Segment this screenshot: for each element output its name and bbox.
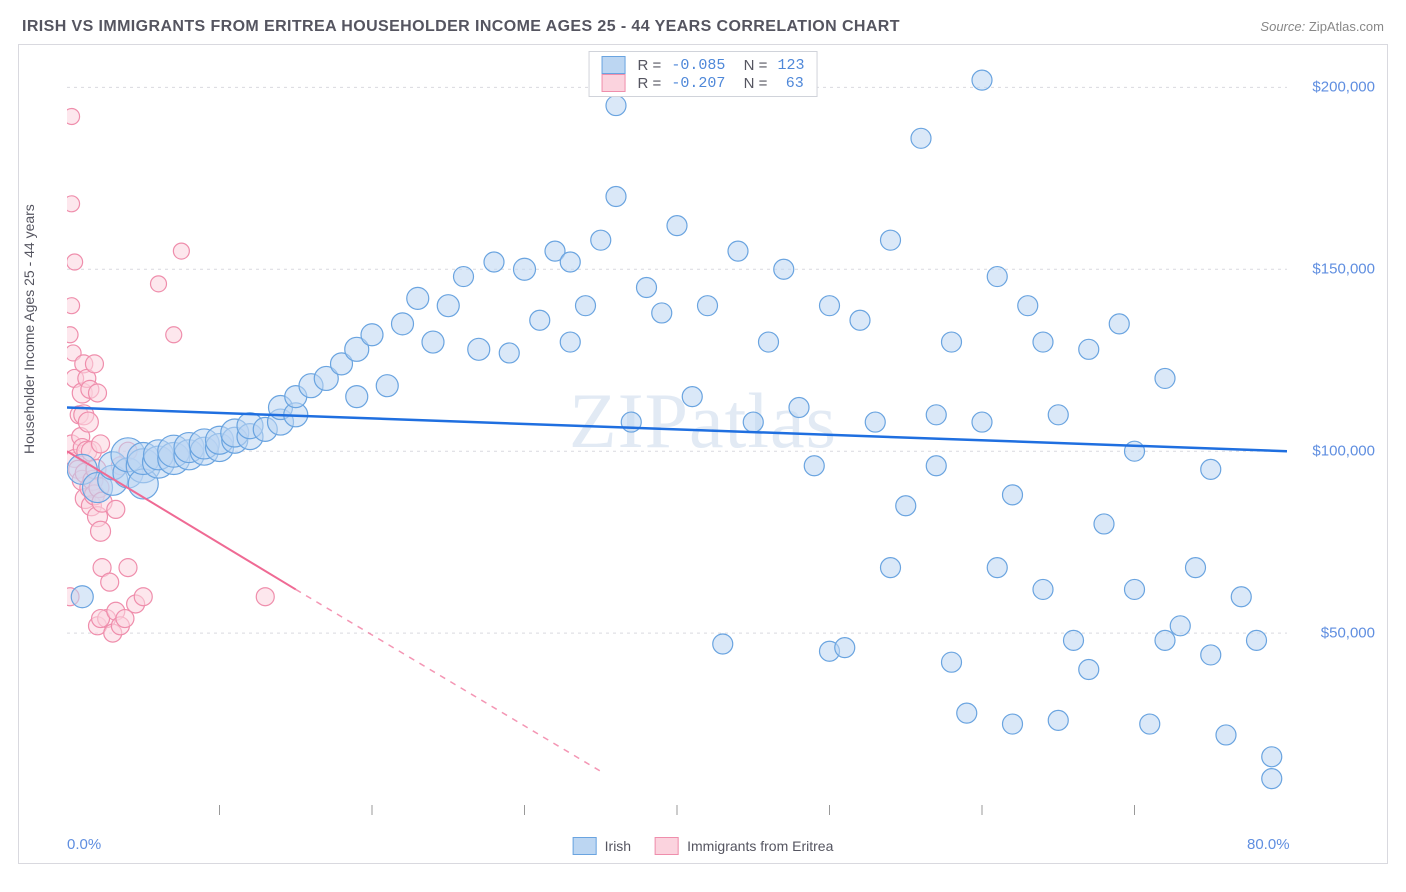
stat-r-blue: -0.085 <box>671 57 725 74</box>
y-tick-label: $50,000 <box>1321 625 1375 642</box>
chart-title: IRISH VS IMMIGRANTS FROM ERITREA HOUSEHO… <box>22 18 900 36</box>
stats-legend: R = -0.085 N = 123 R = -0.207 N = 63 <box>589 51 818 97</box>
stat-n-blue: 123 <box>777 57 804 74</box>
source-label: Source: <box>1260 19 1305 34</box>
source-value: ZipAtlas.com <box>1309 19 1384 34</box>
plot <box>67 51 1287 815</box>
legend-label-pink: Immigrants from Eritrea <box>687 838 833 854</box>
bottom-legend: Irish Immigrants from Eritrea <box>573 837 834 855</box>
source: Source: ZipAtlas.com <box>1260 19 1384 34</box>
scatter-svg <box>67 51 1287 815</box>
y-tick-label: $100,000 <box>1312 443 1375 460</box>
legend-swatch-pink <box>602 74 626 92</box>
stat-label: R = <box>638 75 662 92</box>
chart-area: Householder Income Ages 25 - 44 years ZI… <box>18 44 1388 864</box>
stat-label: N = <box>735 57 767 74</box>
x-end-label: 80.0% <box>1247 836 1290 853</box>
stat-label: N = <box>735 75 775 92</box>
y-tick-label: $150,000 <box>1312 261 1375 278</box>
legend-swatch-blue <box>602 56 626 74</box>
stat-r-pink: -0.207 <box>671 75 725 92</box>
stat-n-pink: 63 <box>786 75 804 92</box>
legend-swatch-blue <box>573 837 597 855</box>
x-end-label: 0.0% <box>67 836 101 853</box>
y-tick-label: $200,000 <box>1312 79 1375 96</box>
legend-label-blue: Irish <box>605 838 631 854</box>
y-axis-label: Householder Income Ages 25 - 44 years <box>21 204 37 454</box>
legend-swatch-pink <box>655 837 679 855</box>
stat-label: R = <box>638 57 662 74</box>
